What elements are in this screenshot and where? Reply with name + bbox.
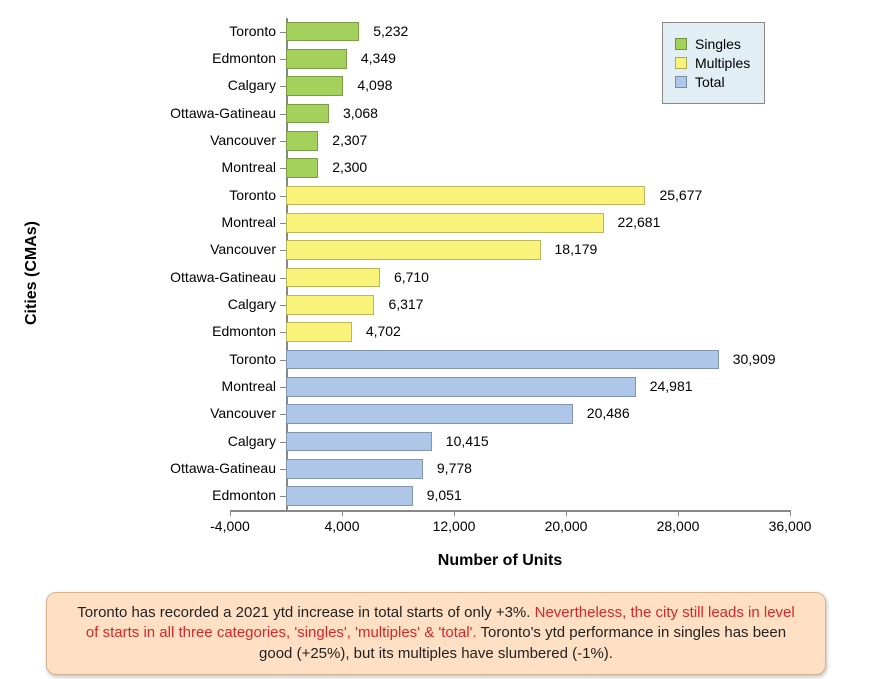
bar xyxy=(286,76,343,96)
bar xyxy=(286,104,329,124)
bar xyxy=(286,404,573,424)
bar-value-label: 24,981 xyxy=(650,378,693,394)
y-tick-label: Vancouver xyxy=(50,405,276,421)
y-tick-label: Montreal xyxy=(50,159,276,175)
bar-value-label: 4,349 xyxy=(361,50,396,66)
bar xyxy=(286,459,423,479)
bar xyxy=(286,322,352,342)
legend: Singles Multiples Total xyxy=(662,22,765,104)
bar-value-label: 6,317 xyxy=(388,296,423,312)
bar xyxy=(286,213,604,233)
y-tick-label: Edmonton xyxy=(50,50,276,66)
bar xyxy=(286,240,541,260)
legend-swatch xyxy=(675,76,687,88)
y-tick-label: Montreal xyxy=(50,214,276,230)
bar-value-label: 4,702 xyxy=(366,323,401,339)
bar xyxy=(286,432,432,452)
x-tick-label: -4,000 xyxy=(190,518,270,534)
bar-value-label: 5,232 xyxy=(373,23,408,39)
caption-text-1: Toronto has recorded a 2021 ytd increase… xyxy=(77,604,534,621)
chart-container: Cities (CMAs) Number of Units -4,000 4,00… xyxy=(0,0,870,679)
bar xyxy=(286,350,719,370)
x-axis-line xyxy=(230,510,790,512)
legend-swatch xyxy=(675,57,687,69)
bar-value-label: 10,415 xyxy=(446,433,489,449)
y-tick-label: Vancouver xyxy=(50,241,276,257)
bar xyxy=(286,49,347,69)
bar-value-label: 9,778 xyxy=(437,460,472,476)
bar xyxy=(286,131,318,151)
y-axis-title: Cities (CMAs) xyxy=(23,205,41,325)
legend-label: Singles xyxy=(695,36,741,52)
legend-label: Total xyxy=(695,74,725,90)
x-tick-label: 12,000 xyxy=(414,518,494,534)
x-tick xyxy=(790,510,791,516)
bar-value-label: 25,677 xyxy=(659,187,702,203)
bar-value-label: 2,307 xyxy=(332,132,367,148)
bar-value-label: 20,486 xyxy=(587,405,630,421)
y-tick-label: Ottawa-Gatineau xyxy=(50,460,276,476)
y-tick-label: Edmonton xyxy=(50,323,276,339)
y-tick-label: Montreal xyxy=(50,378,276,394)
bar-value-label: 9,051 xyxy=(427,487,462,503)
x-tick xyxy=(230,510,231,516)
y-tick-label: Ottawa-Gatineau xyxy=(50,105,276,121)
x-tick xyxy=(342,510,343,516)
y-tick-label: Vancouver xyxy=(50,132,276,148)
y-tick-label: Edmonton xyxy=(50,487,276,503)
bar-value-label: 30,909 xyxy=(733,351,776,367)
x-tick-label: 36,000 xyxy=(750,518,830,534)
bar xyxy=(286,268,380,288)
x-tick-label: 4,000 xyxy=(302,518,382,534)
y-tick-label: Toronto xyxy=(50,351,276,367)
bar xyxy=(286,22,359,42)
bar xyxy=(286,186,645,206)
y-tick-label: Toronto xyxy=(50,187,276,203)
bar-value-label: 2,300 xyxy=(332,159,367,175)
bar xyxy=(286,377,636,397)
legend-label: Multiples xyxy=(695,55,750,71)
caption-box: Toronto has recorded a 2021 ytd increase… xyxy=(46,592,826,675)
bar xyxy=(286,486,413,506)
y-tick-label: Calgary xyxy=(50,77,276,93)
bar-value-label: 18,179 xyxy=(555,241,598,257)
legend-item: Total xyxy=(675,74,750,90)
x-tick-label: 20,000 xyxy=(526,518,606,534)
legend-swatch xyxy=(675,38,687,50)
legend-item: Multiples xyxy=(675,55,750,71)
y-tick-label: Ottawa-Gatineau xyxy=(50,269,276,285)
x-axis-title: Number of Units xyxy=(370,552,630,570)
bar-value-label: 3,068 xyxy=(343,105,378,121)
y-tick-label: Calgary xyxy=(50,433,276,449)
bar xyxy=(286,295,374,315)
y-tick-label: Calgary xyxy=(50,296,276,312)
x-tick xyxy=(454,510,455,516)
x-tick xyxy=(678,510,679,516)
x-tick xyxy=(566,510,567,516)
legend-item: Singles xyxy=(675,36,750,52)
bar-value-label: 6,710 xyxy=(394,269,429,285)
bar xyxy=(286,158,318,178)
y-tick-label: Toronto xyxy=(50,23,276,39)
bar-value-label: 4,098 xyxy=(357,77,392,93)
bar-value-label: 22,681 xyxy=(618,214,661,230)
x-tick-label: 28,000 xyxy=(638,518,718,534)
